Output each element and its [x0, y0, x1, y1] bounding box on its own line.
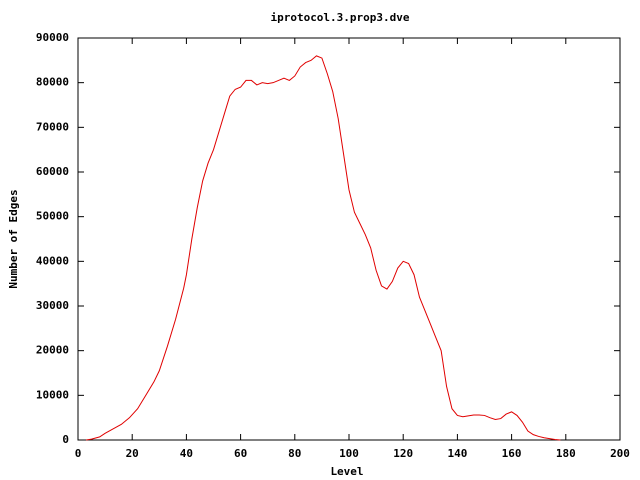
y-tick-label: 30000 — [36, 299, 69, 312]
data-line — [86, 55, 561, 441]
y-tick-label: 10000 — [36, 388, 69, 401]
chart-title: iprotocol.3.prop3.dve — [270, 11, 409, 24]
y-tick-label: 70000 — [36, 120, 69, 133]
x-tick-label: 160 — [502, 447, 522, 460]
x-tick-label: 20 — [126, 447, 139, 460]
y-tick-label: 40000 — [36, 254, 69, 267]
x-tick-label: 80 — [288, 447, 301, 460]
x-tick-label: 40 — [180, 447, 193, 460]
plot-border — [77, 37, 621, 441]
y-axis-label: Number of Edges — [7, 189, 20, 288]
x-tick-label: 120 — [393, 447, 413, 460]
y-tick-label: 0 — [62, 433, 69, 446]
x-tick-label: 140 — [447, 447, 467, 460]
y-tick-label: 20000 — [36, 344, 69, 357]
x-tick-label: 60 — [234, 447, 247, 460]
x-tick-label: 180 — [556, 447, 576, 460]
y-tick-label: 80000 — [36, 76, 69, 89]
y-tick-label: 60000 — [36, 165, 69, 178]
x-tick-label: 200 — [610, 447, 630, 460]
y-tick-label: 90000 — [36, 31, 69, 44]
x-tick-label: 100 — [339, 447, 359, 460]
y-tick-label: 50000 — [36, 210, 69, 223]
x-axis-label: Level — [330, 465, 363, 478]
x-tick-label: 0 — [75, 447, 82, 460]
